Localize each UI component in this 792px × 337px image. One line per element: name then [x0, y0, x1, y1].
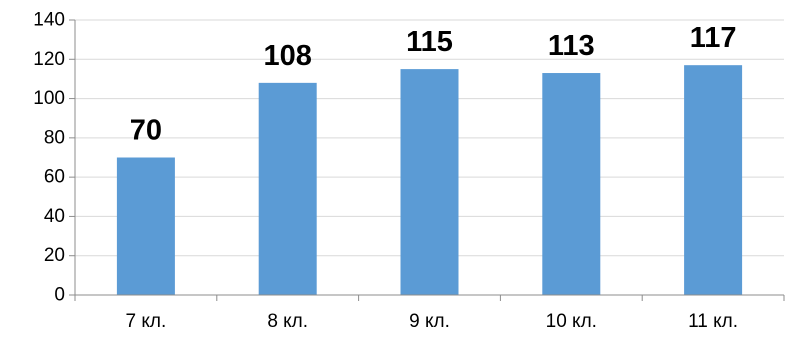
y-tick-label: 0	[54, 285, 65, 306]
y-tick-label: 100	[33, 88, 65, 109]
bar-2	[258, 82, 317, 295]
data-label: 115	[406, 26, 453, 58]
y-tick-label: 140	[33, 10, 65, 31]
x-tick-label: 7 кл.	[126, 311, 167, 332]
data-label: 117	[690, 22, 737, 54]
y-axis-tick-labels: 0 20 40 60 80 100 120 140	[33, 10, 65, 306]
bar-1	[116, 157, 175, 295]
axes	[69, 19, 785, 301]
bar-5	[684, 65, 743, 295]
x-tick-label: 8 кл.	[267, 311, 308, 332]
bar-4	[542, 73, 601, 296]
bar-3	[400, 69, 459, 295]
y-tick-label: 20	[44, 245, 65, 266]
y-tick-label: 60	[44, 167, 65, 188]
bars	[116, 65, 743, 296]
y-tick-label: 120	[33, 49, 65, 70]
x-tick-label: 11 кл.	[688, 311, 738, 332]
x-tick-label: 9 кл.	[409, 311, 450, 332]
y-tick-label: 80	[44, 127, 65, 148]
y-tick-label: 40	[44, 206, 65, 227]
data-labels: 70 108 115 113 117	[130, 22, 737, 146]
x-tick-label: 10 кл.	[546, 311, 597, 332]
data-label: 113	[548, 30, 595, 62]
data-label: 70	[130, 115, 162, 147]
data-label: 108	[264, 40, 312, 72]
x-axis-tick-labels: 7 кл. 8 кл. 9 кл. 10 кл. 11 кл.	[126, 311, 739, 332]
